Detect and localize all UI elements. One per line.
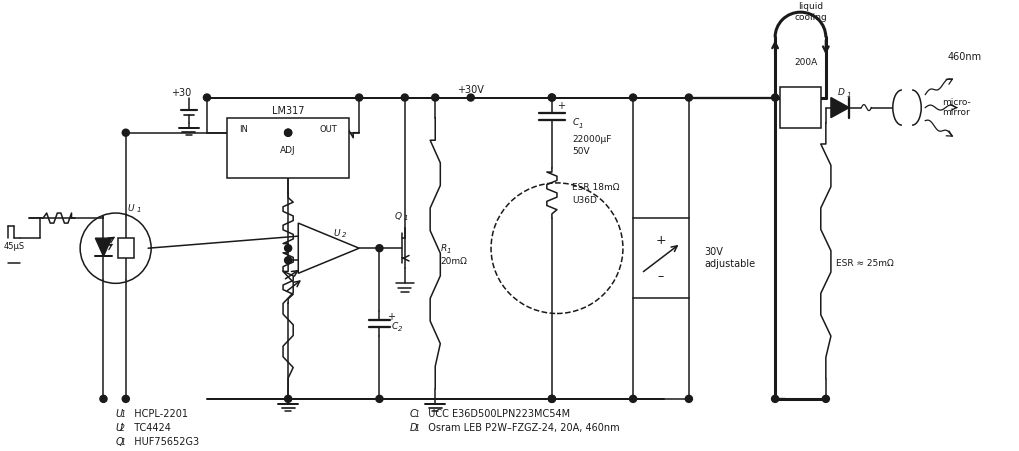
Text: U: U xyxy=(127,203,135,212)
Circle shape xyxy=(548,396,555,402)
Text: 1: 1 xyxy=(137,207,141,213)
Text: 1: 1 xyxy=(446,248,450,254)
Text: Q: Q xyxy=(115,437,123,447)
Text: OUT: OUT xyxy=(319,125,336,134)
Circle shape xyxy=(376,245,382,252)
Text: +: + xyxy=(386,312,394,322)
Text: HUF75652G3: HUF75652G3 xyxy=(127,437,199,447)
Text: 1: 1 xyxy=(414,410,419,419)
Bar xyxy=(117,238,133,258)
Text: 1: 1 xyxy=(414,424,419,433)
Text: liquid
cooling: liquid cooling xyxy=(794,2,826,22)
Circle shape xyxy=(284,245,291,252)
Text: 45μS: 45μS xyxy=(4,242,24,251)
Text: 1: 1 xyxy=(120,410,125,419)
Circle shape xyxy=(629,396,636,402)
Text: 1: 1 xyxy=(120,438,125,447)
Text: 50V: 50V xyxy=(572,147,589,156)
Text: C: C xyxy=(410,409,416,419)
Text: 1: 1 xyxy=(846,92,850,97)
Text: LM317: LM317 xyxy=(272,106,304,115)
Text: micro-
mirror: micro- mirror xyxy=(942,98,970,117)
Circle shape xyxy=(203,94,210,101)
Text: +30V: +30V xyxy=(457,84,484,95)
Bar xyxy=(780,87,820,128)
Circle shape xyxy=(431,94,438,101)
Text: U: U xyxy=(333,229,339,238)
Text: C: C xyxy=(391,322,397,331)
Circle shape xyxy=(770,396,777,402)
Text: ADJ: ADJ xyxy=(280,146,296,155)
Circle shape xyxy=(770,94,777,101)
Text: HCPL-2201: HCPL-2201 xyxy=(127,409,187,419)
Text: 200A: 200A xyxy=(793,58,816,67)
Text: 1: 1 xyxy=(404,215,408,221)
Bar xyxy=(633,218,688,299)
Circle shape xyxy=(400,94,408,101)
Circle shape xyxy=(685,396,692,402)
Circle shape xyxy=(629,94,636,101)
Text: TC4424: TC4424 xyxy=(127,423,170,433)
Text: D: D xyxy=(410,423,417,433)
Text: ESR ≈ 25mΩ: ESR ≈ 25mΩ xyxy=(836,259,893,268)
Text: +: + xyxy=(556,101,565,110)
Circle shape xyxy=(284,257,291,264)
Text: 2: 2 xyxy=(120,424,125,433)
Circle shape xyxy=(685,94,692,101)
Text: IN: IN xyxy=(239,125,248,134)
Text: Q: Q xyxy=(394,212,401,221)
Text: 22000μF: 22000μF xyxy=(572,135,611,144)
Text: UCC E36D500LPN223MC54M: UCC E36D500LPN223MC54M xyxy=(422,409,570,419)
Circle shape xyxy=(122,129,129,136)
Text: R: R xyxy=(440,244,446,253)
Text: 30V
adjustable: 30V adjustable xyxy=(703,248,754,269)
Circle shape xyxy=(467,94,474,101)
Bar xyxy=(227,118,348,178)
Text: D: D xyxy=(837,88,844,97)
Text: ESR 18mΩ: ESR 18mΩ xyxy=(572,184,620,193)
Text: Osram LEB P2W–FZGZ-24, 20A, 460nm: Osram LEB P2W–FZGZ-24, 20A, 460nm xyxy=(422,423,620,433)
Text: U: U xyxy=(115,409,122,419)
Circle shape xyxy=(548,396,555,402)
Circle shape xyxy=(376,396,382,402)
Text: +: + xyxy=(655,234,665,247)
Text: 460nm: 460nm xyxy=(947,52,980,62)
Circle shape xyxy=(356,94,363,101)
Text: U: U xyxy=(115,423,122,433)
Circle shape xyxy=(821,396,828,402)
Polygon shape xyxy=(830,97,849,118)
Circle shape xyxy=(284,396,291,402)
Text: +30: +30 xyxy=(171,87,192,97)
Circle shape xyxy=(548,94,555,101)
Text: 2: 2 xyxy=(342,232,346,238)
Circle shape xyxy=(284,129,291,136)
Circle shape xyxy=(100,396,107,402)
Text: C: C xyxy=(572,118,578,127)
Circle shape xyxy=(122,396,129,402)
Text: 20mΩ: 20mΩ xyxy=(440,257,467,266)
Circle shape xyxy=(284,129,291,136)
Circle shape xyxy=(548,94,555,101)
Text: 2: 2 xyxy=(397,326,403,332)
Text: –: – xyxy=(657,270,663,283)
Text: 1: 1 xyxy=(578,123,582,129)
Polygon shape xyxy=(95,238,111,256)
Text: U36D: U36D xyxy=(572,197,596,206)
